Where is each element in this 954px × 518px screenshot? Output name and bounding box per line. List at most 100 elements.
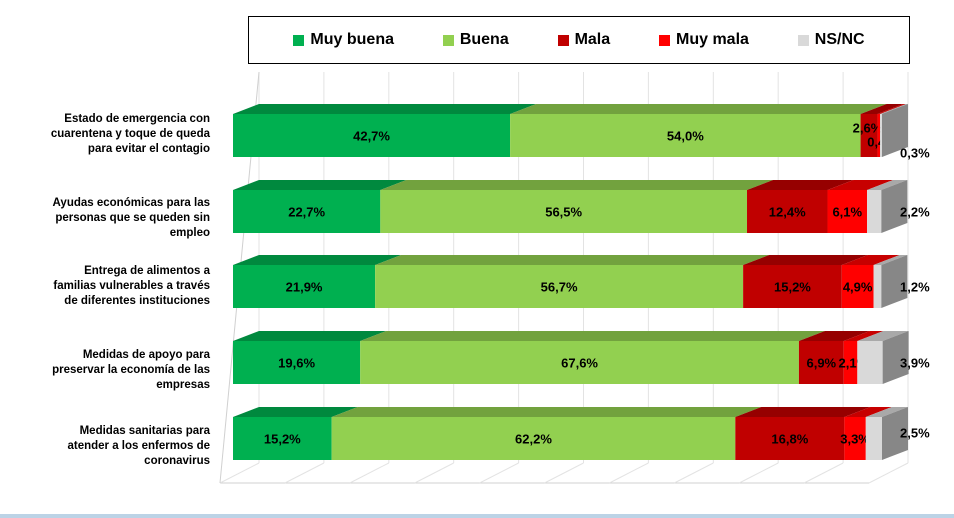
bar-top-face xyxy=(867,180,908,190)
bar-segment xyxy=(827,190,868,233)
bar-segment xyxy=(233,190,381,233)
legend-item-nsnc: NS/NC xyxy=(797,31,865,49)
bar-top-face xyxy=(735,407,871,417)
legend-item-buena: Buena xyxy=(442,31,509,49)
data-label: 42,7% xyxy=(353,129,390,144)
data-label: 16,8% xyxy=(771,432,808,447)
category-label: Entrega de alimentos a familias vulnerab… xyxy=(53,265,210,307)
bar-top-face xyxy=(510,104,887,114)
bar-segment xyxy=(844,417,866,460)
bar-segment xyxy=(233,114,511,157)
bar-top-face xyxy=(841,255,900,265)
data-label: 54,0% xyxy=(667,129,704,144)
bar-side-face xyxy=(881,180,908,233)
data-label: 1,2% xyxy=(900,280,930,295)
bar-top-face xyxy=(877,104,907,114)
bar-segment xyxy=(743,265,842,308)
category-label: Medidas sanitarias para atender a los en… xyxy=(67,425,210,467)
data-label: 67,6% xyxy=(561,356,598,371)
gridline-floor xyxy=(544,462,584,484)
bar-top-face xyxy=(233,331,387,341)
gridline-floor xyxy=(219,462,260,484)
data-label: 6,1% xyxy=(832,205,862,220)
bar-segment xyxy=(867,190,882,233)
bar-segment xyxy=(360,341,799,384)
legend-label: Buena xyxy=(459,31,509,48)
bar-top-face xyxy=(747,180,854,190)
bar-top-face xyxy=(233,407,358,417)
bar-segment xyxy=(865,417,882,460)
bottom-divider xyxy=(0,514,954,518)
bar-top-face xyxy=(743,255,868,265)
data-label: 3,9% xyxy=(900,356,930,371)
legend-label: Muy buena xyxy=(310,31,394,48)
legend-swatch-muy-buena xyxy=(293,34,305,46)
data-label: 56,7% xyxy=(541,280,578,295)
bar-segment xyxy=(510,114,861,157)
data-label: 21,9% xyxy=(286,280,323,295)
data-label: 19,6% xyxy=(278,356,315,371)
bar-side-face xyxy=(882,104,908,157)
bar-side-face xyxy=(882,407,908,460)
bar-segment xyxy=(331,417,736,460)
gridline-floor xyxy=(414,462,454,484)
data-label: 22,7% xyxy=(288,205,325,220)
data-label: 4,9% xyxy=(843,280,873,295)
bar-side-face xyxy=(882,331,909,384)
bar-segment xyxy=(380,190,748,233)
data-label: 2,2% xyxy=(900,205,930,220)
bar-segment xyxy=(857,341,883,384)
gridline-floor xyxy=(349,462,390,484)
legend-swatch-mala xyxy=(557,34,569,46)
bar-segment xyxy=(880,114,882,157)
legend-item-mala: Mala xyxy=(557,31,610,49)
bar-top-face xyxy=(827,180,894,190)
category-label: Ayudas económicas para las personas que … xyxy=(52,197,210,239)
bar-top-face xyxy=(843,331,884,341)
data-label: 12,4% xyxy=(769,205,806,220)
bar-segment xyxy=(233,341,361,384)
bar-top-face xyxy=(360,331,825,341)
legend-item-muy-mala: Muy mala xyxy=(659,31,749,49)
legend-label: NS/NC xyxy=(814,31,865,48)
legend-swatch-nsnc xyxy=(797,34,809,46)
chart-legend: Muy buena Buena Mala Muy mala NS/NC xyxy=(248,16,910,64)
gridline-floor xyxy=(738,462,779,484)
gridline-floor xyxy=(479,462,519,484)
gridline-floor xyxy=(674,462,714,484)
bar-segment xyxy=(233,417,332,460)
legend-swatch-muy-mala xyxy=(659,34,670,46)
bar-top-face xyxy=(798,331,870,341)
data-label: 15,2% xyxy=(774,280,811,295)
data-label: 3,3% xyxy=(840,432,870,447)
gridline-floor xyxy=(609,462,649,484)
data-label: 2,5% xyxy=(900,426,930,441)
bar-segment xyxy=(233,265,376,308)
bar-top-face xyxy=(233,180,407,190)
legend-swatch-buena xyxy=(442,34,454,46)
data-label: 15,2% xyxy=(264,432,301,447)
bar-top-face xyxy=(375,255,770,265)
bar-segment xyxy=(877,114,881,157)
bar-top-face xyxy=(857,331,909,341)
bar-top-face xyxy=(233,104,537,114)
bar-segment xyxy=(843,341,858,384)
bar-top-face xyxy=(844,407,892,417)
gridline-floor xyxy=(284,462,325,484)
bar-side-face xyxy=(881,255,908,308)
bar-segment xyxy=(798,341,844,384)
data-label: 2,6% xyxy=(853,121,883,136)
bar-top-face xyxy=(233,255,402,265)
bar-top-face xyxy=(860,104,904,114)
bar-segment xyxy=(375,265,744,308)
data-label: 6,9% xyxy=(806,356,836,371)
bar-top-face xyxy=(331,407,762,417)
bar-segment xyxy=(841,265,874,308)
category-label: Medidas de apoyo para preservar la econo… xyxy=(52,349,210,391)
legend-item-muy-buena: Muy buena xyxy=(293,31,394,49)
gridline-floor xyxy=(868,462,909,484)
bar-segment xyxy=(735,417,845,460)
category-label: Estado de emergencia con cuarentena y to… xyxy=(50,113,210,155)
bar-top-face xyxy=(865,407,908,417)
